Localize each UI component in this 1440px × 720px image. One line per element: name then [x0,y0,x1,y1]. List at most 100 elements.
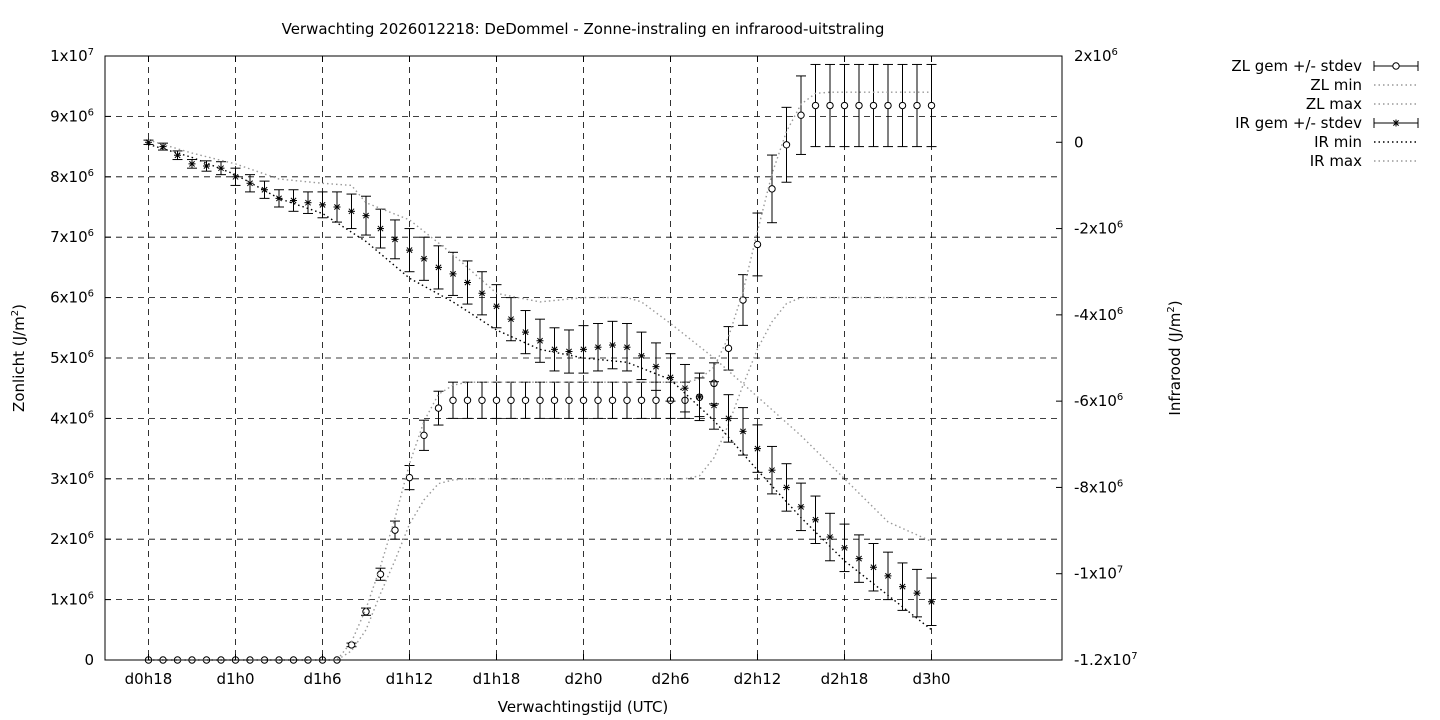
legend-label: IR gem +/- stdev [1235,114,1362,132]
star-marker [638,352,645,360]
star-marker [899,583,906,591]
x-tick-label: d3h0 [912,670,950,688]
y-right-tick-label: -4x106 [1074,306,1123,324]
y-left-tick-label: 3x106 [50,470,94,488]
star-stroke [595,344,601,351]
series-line [148,139,932,543]
data-point [826,101,834,110]
star-stroke [914,590,920,597]
star-marker [812,516,819,524]
data-point [362,607,370,616]
x-tick-label: d2h6 [651,670,689,688]
data-point [652,396,660,404]
y-right-tick-label: 0 [1074,133,1084,151]
star-stroke [841,544,848,551]
star-stroke [508,316,514,323]
star-stroke [899,583,906,590]
star-marker [304,199,312,207]
legend-label: IR max [1310,152,1362,170]
star-marker [232,173,239,181]
star-stroke [160,143,166,150]
star-marker [928,598,935,606]
series-line [148,91,932,661]
star-marker [319,201,326,209]
star-stroke [522,329,529,336]
x-tick-label: d1h6 [303,670,341,688]
data-point [420,431,428,440]
star-marker [565,348,573,356]
y-left-tick-label: 5x106 [50,349,94,367]
star-marker [913,589,921,597]
star-stroke [827,534,833,541]
star-stroke [261,186,268,193]
series-zl-max [148,91,932,661]
star-stroke [406,247,413,254]
star-stroke [856,555,862,562]
star-marker [362,212,370,220]
y-right-tick-label: -8x106 [1074,478,1123,496]
series-ir-max [148,139,932,543]
star-marker [710,401,718,409]
data-point [608,396,617,404]
star-stroke [145,139,152,146]
star-stroke [218,165,224,172]
y-right-tick-label: -1.2x107 [1074,651,1138,669]
x-tick-label: d0h18 [125,670,173,688]
star-stroke [566,348,572,355]
star-stroke [638,352,645,359]
x-tick-label: d2h12 [734,670,782,688]
star-stroke [450,270,456,277]
star-stroke [667,374,674,381]
y-right-tick-label: -1x107 [1074,565,1123,583]
legend-label: ZL gem +/- stdev [1231,57,1362,75]
star-marker [580,345,587,353]
data-point [797,111,805,119]
data-point [594,396,602,404]
data-point [913,101,921,110]
data-point [521,396,530,404]
y-axis-left-label-base: Zonlicht (J/m [10,316,28,412]
star-stroke [653,363,659,370]
data-point [811,101,820,110]
star-stroke [348,208,355,215]
data-point [637,396,646,404]
star-stroke [334,204,340,210]
star-stroke [624,344,630,351]
star-stroke [928,598,935,605]
star-marker [841,544,848,552]
star-marker [783,483,790,491]
star-stroke [798,503,804,510]
data-point [739,296,747,304]
legend-label: IR min [1314,133,1362,151]
data-point [565,396,573,404]
y-left-tick-label: 0 [84,651,94,669]
y-axis-right: -1.2x107 -1x107 -8x106 -6x106 -4x106 -2x106 0 2… [1056,47,1138,669]
series-ir-min [148,143,932,631]
star-stroke [464,279,471,286]
star-marker [493,302,500,310]
star-marker [797,503,805,511]
data-point [550,396,559,404]
star-stroke [754,445,761,452]
y-axis-left-label-tail: ) [10,304,28,310]
series-zl-min [148,296,932,661]
data-point [927,101,936,110]
star-marker [768,466,776,474]
star-marker [884,572,892,580]
star-stroke [363,212,369,219]
y-left-tick-label: 8x106 [50,168,94,186]
y-axis-right-label-tail: ) [1166,300,1184,306]
star-marker [435,263,442,271]
x-axis: d0h18 d1h0 d1h6 d1h12 d1h18 d2h0 d2h6 d2h12 d2h1… [125,56,951,688]
legend-marker [1392,62,1400,70]
x-tick-label: d1h18 [473,670,521,688]
star-marker [681,384,689,392]
x-tick-label: d1h12 [386,670,434,688]
y-left-tick-label: 1x106 [50,591,94,609]
x-axis-label: Verwachtingstijd (UTC) [498,698,669,716]
star-marker [696,393,703,401]
star-marker [826,533,834,541]
series-zl-gem-stdev [144,63,937,664]
star-stroke [812,516,819,523]
